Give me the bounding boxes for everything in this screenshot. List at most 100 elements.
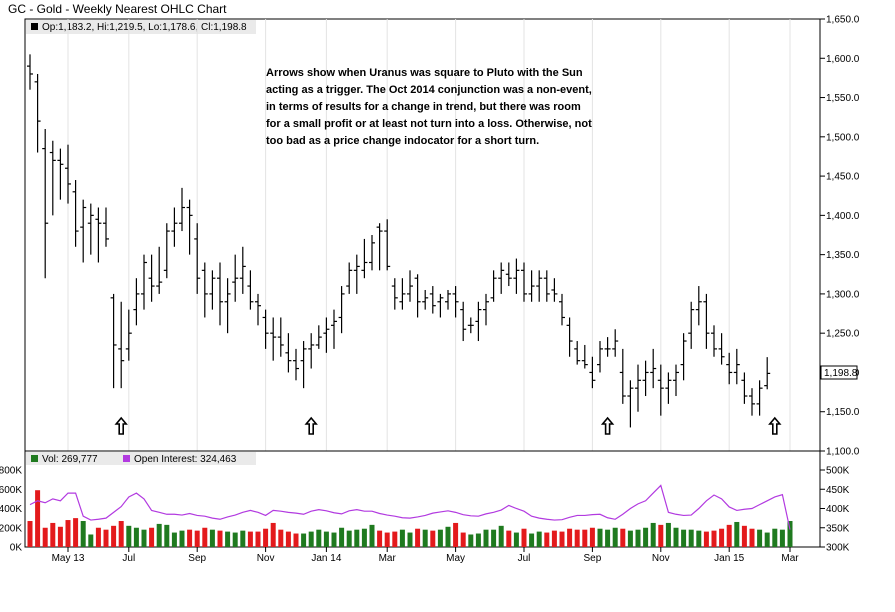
volume-bar [779, 529, 785, 547]
ohlc-bar [376, 223, 383, 271]
ohlc-bar [361, 238, 368, 279]
time-tick-label: Jul [518, 553, 531, 564]
ohlc-bar [513, 258, 520, 294]
volume-bar [323, 531, 329, 547]
ohlc-bar [323, 317, 330, 353]
ohlc-bar [80, 199, 87, 263]
volume-bar [354, 529, 360, 547]
volume-bar [50, 522, 56, 547]
volume-bar [665, 522, 671, 547]
volume-bar [255, 531, 261, 547]
ohlc-bar [543, 270, 550, 302]
ohlc-bar [642, 360, 649, 397]
volume-bar [118, 521, 124, 547]
volume-bar [88, 534, 94, 547]
volume-bar [643, 527, 649, 547]
ohlc-bar [733, 348, 740, 385]
volume-bar [681, 529, 687, 547]
volume-bar [437, 529, 443, 547]
ohlc-bar [27, 54, 33, 90]
up-arrow-icon [600, 416, 615, 435]
volume-bar [57, 526, 63, 547]
volume-bar [126, 525, 132, 547]
volume-bar [627, 530, 633, 547]
ohlc-bar [665, 372, 672, 404]
volume-bar [741, 525, 747, 547]
ohlc-bar [255, 293, 261, 326]
time-tick-label: Sep [188, 553, 206, 564]
ohlc-bar [589, 356, 596, 389]
ohlc-bar [95, 207, 102, 263]
open-interest-axis: 500K 450K 400K 350K 300K [820, 466, 850, 554]
ohlc-bar [422, 289, 429, 310]
volume-bar [65, 520, 71, 547]
ohlc-bar [232, 254, 239, 302]
oi-tick-label: 300K [826, 543, 850, 554]
ohlc-bar [34, 73, 41, 153]
up-arrow-icon [768, 416, 782, 435]
ohlc-bar [452, 286, 459, 318]
up-arrow-icon [304, 416, 318, 435]
ohlc-bar [505, 262, 512, 287]
oi-tick-label: 450K [826, 485, 850, 496]
volume-bars [27, 490, 793, 547]
annotation-line: for a small profit or at least not turn … [266, 118, 592, 130]
volume-bar [194, 530, 200, 547]
ohlc-bar [209, 270, 216, 310]
volume-bar [369, 524, 375, 547]
last-price-label: 1,198.8 [824, 368, 858, 379]
volume-bar [361, 528, 367, 547]
volume-bar [240, 530, 246, 547]
volume-legend: Vol: 269,777 [42, 454, 98, 465]
volume-bar [772, 528, 778, 547]
price-axis: 1,650.0 1,600.0 1,550.0 1,500.0 1,450.0 1,400… [820, 15, 860, 458]
volume-bar [612, 527, 618, 547]
volume-bar [80, 521, 86, 547]
time-tick-label: May 13 [52, 553, 85, 564]
volume-bar [407, 532, 413, 547]
volume-bar [658, 524, 664, 547]
annotation-line: acting as a trigger. The Oct 2014 conjun… [266, 84, 592, 96]
ohlc-bar [695, 286, 702, 326]
annotation-text: Arrows show when Uranus was square to Pl… [266, 67, 592, 147]
ohlc-bar [156, 246, 163, 294]
volume-bar [582, 529, 588, 547]
volume-tick-label: 0K [10, 543, 23, 554]
open-interest-line [29, 484, 791, 530]
ohlc-bar [718, 333, 725, 365]
ohlc-bar [414, 274, 421, 318]
volume-bar [589, 527, 595, 547]
ohlc-bar [87, 203, 94, 255]
volume-panel: Vol: 269,777 Open Interest: 324,463 800K… [0, 450, 850, 554]
volume-bar [263, 528, 269, 547]
ohlc-bar [285, 333, 292, 373]
price-tick-label: 1,400.0 [826, 211, 860, 222]
ohlc-bar [331, 309, 337, 349]
ohlc-bar [194, 223, 201, 294]
volume-bar [164, 524, 170, 547]
ohlc-bar [163, 223, 170, 279]
time-axis: May 13 Jul Sep Nov Jan 14 Mar May Jul Sep Nov Jan … [52, 547, 799, 564]
ohlc-bar [57, 148, 64, 200]
ohlc-bar [528, 270, 535, 302]
ohlc-bar [277, 317, 284, 357]
volume-bar [468, 534, 474, 547]
volume-bar [696, 530, 702, 547]
volume-bar [506, 530, 512, 547]
ohlc-bar [597, 341, 603, 373]
volume-bar [688, 529, 694, 547]
volume-bar [559, 531, 565, 547]
time-tick-label: May [446, 553, 465, 564]
ohlc-bar [726, 352, 733, 385]
ohlc-bar [148, 254, 155, 302]
ohlc-bar [391, 278, 398, 310]
ohlc-bar [559, 293, 565, 326]
annotation-line: in terms of results for a change in tren… [266, 101, 581, 113]
volume-bar [202, 527, 208, 547]
volume-bar [73, 518, 79, 547]
ohlc-bar [239, 246, 246, 294]
ohlc-bar [604, 337, 611, 357]
ohlc-bar [118, 301, 125, 389]
ohlc-bar [179, 187, 185, 232]
ohlc-bar [498, 262, 505, 294]
